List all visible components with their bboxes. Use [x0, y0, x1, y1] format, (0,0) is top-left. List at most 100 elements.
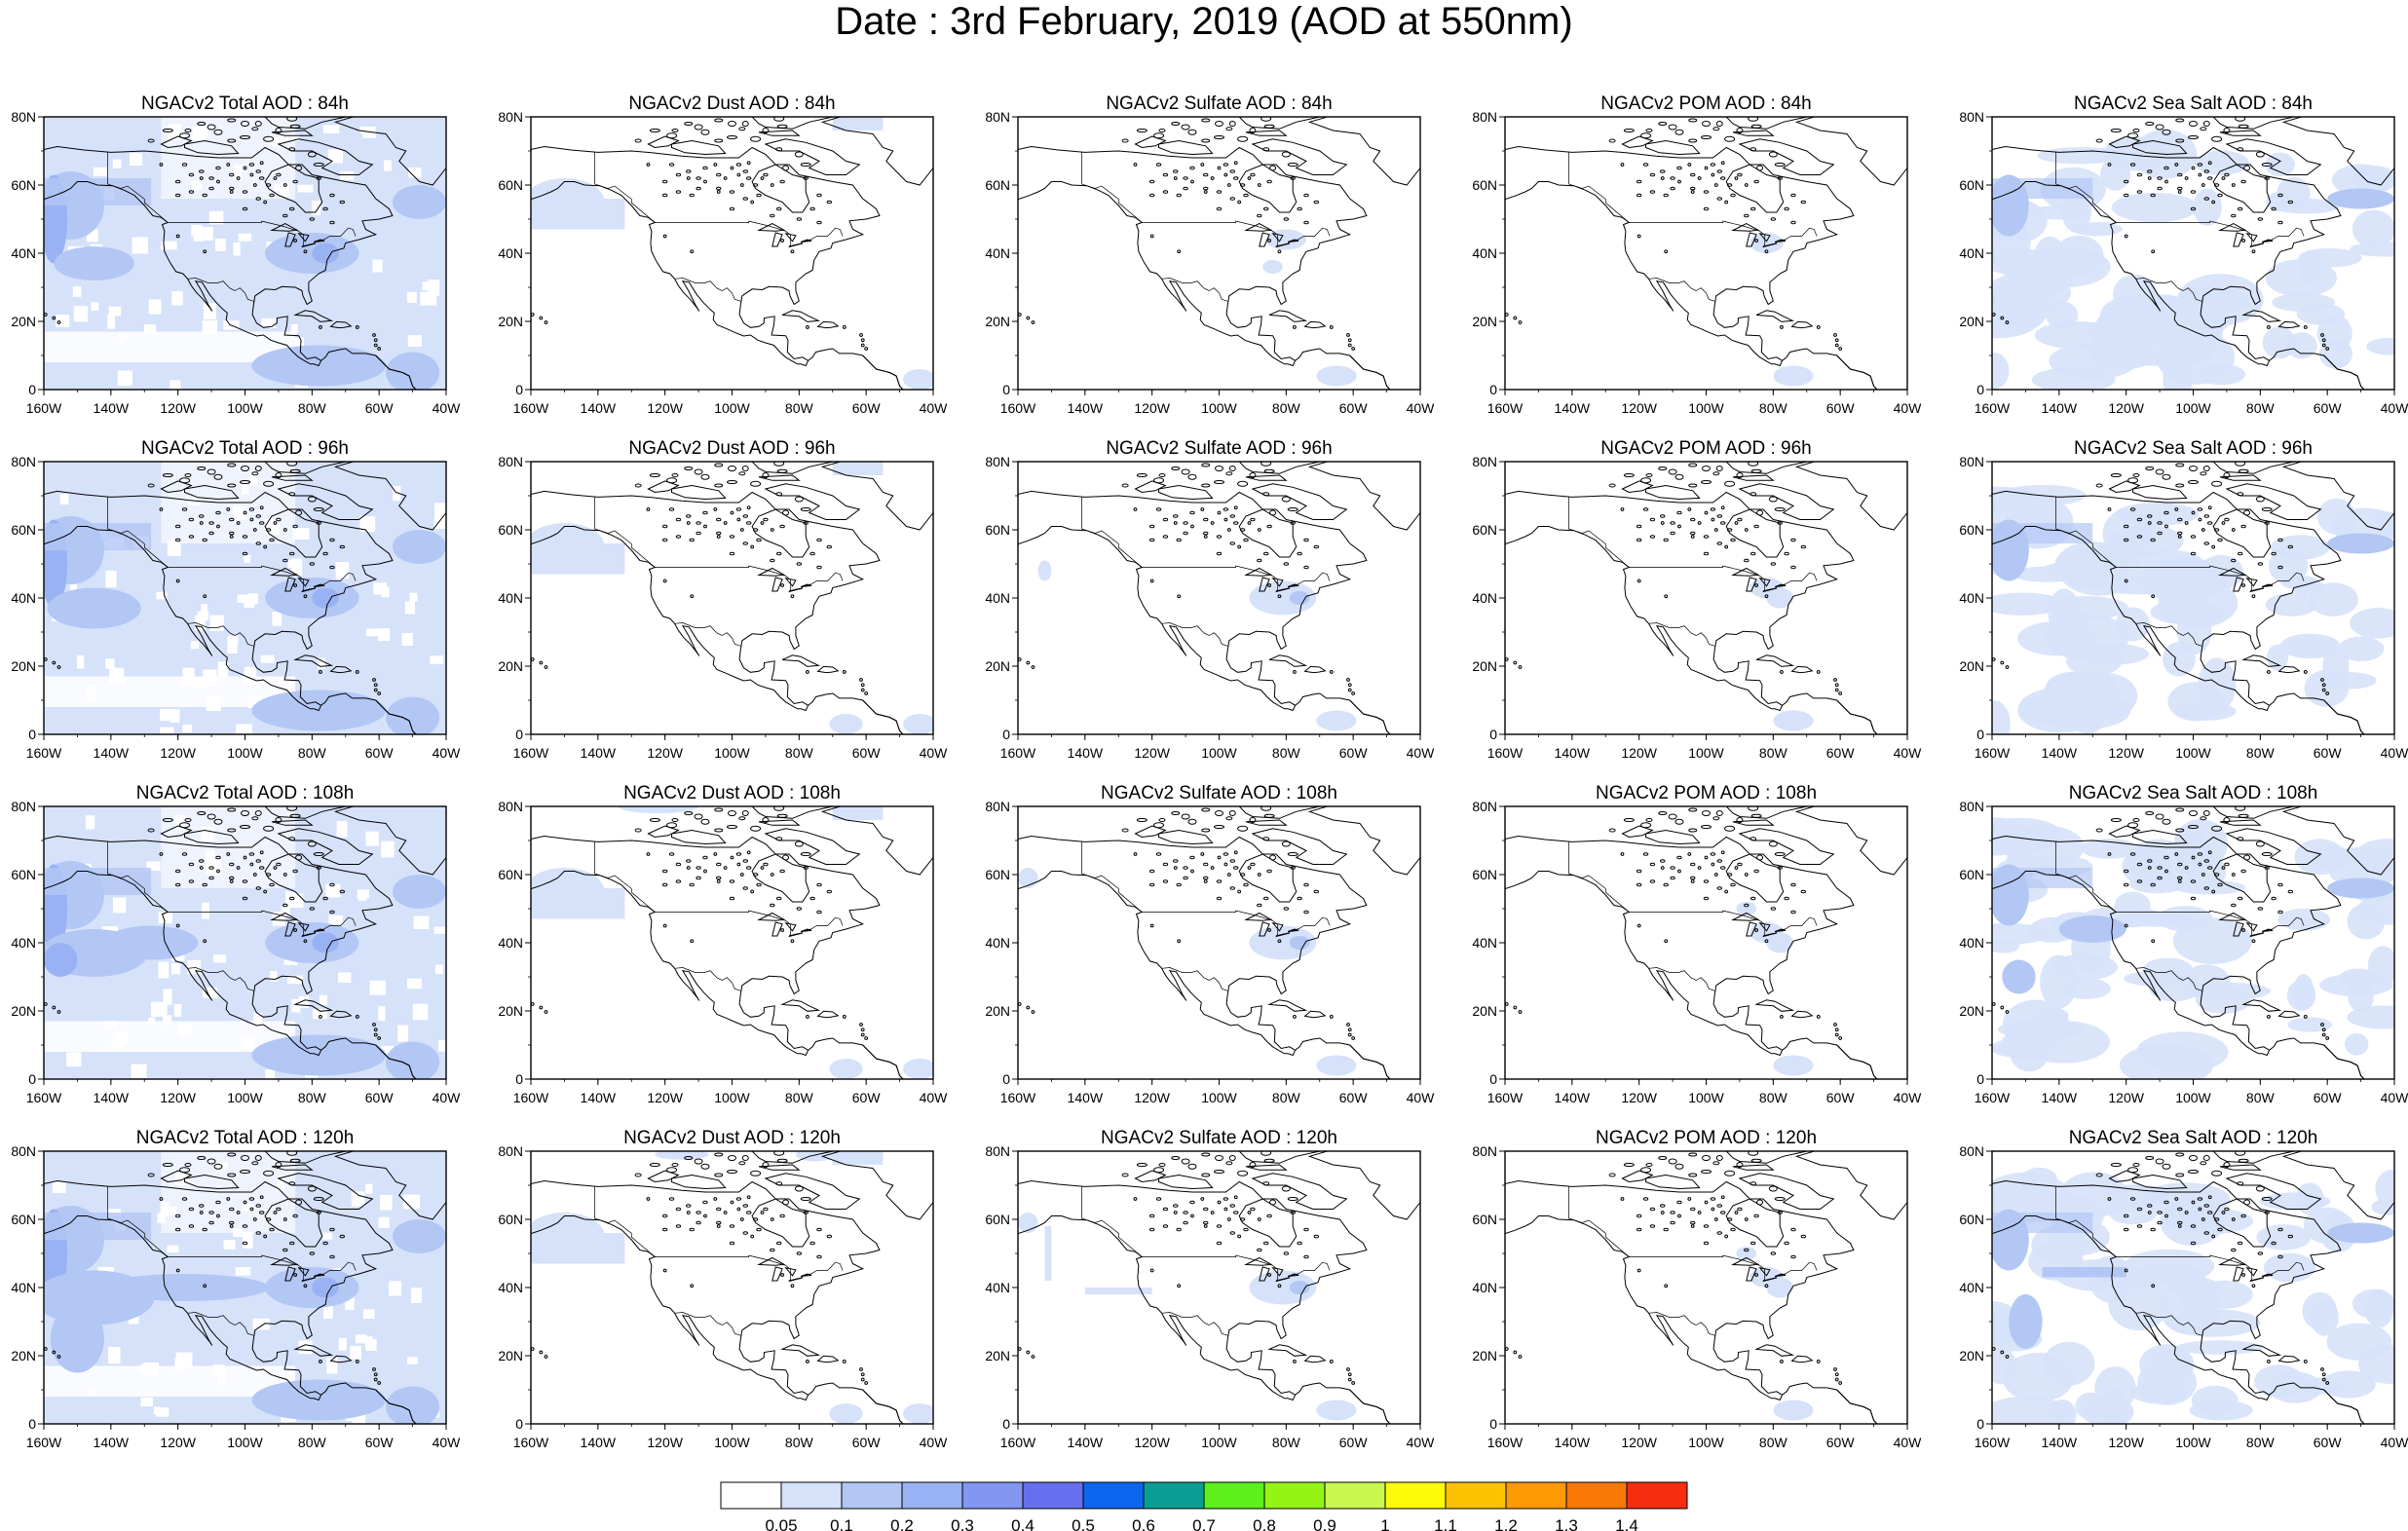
island-outline	[1031, 665, 1035, 669]
lake-outline	[1636, 869, 1642, 874]
arctic-island-outline	[727, 480, 737, 484]
lake-outline	[208, 876, 214, 880]
arctic-island-outline	[700, 1163, 710, 1170]
lon-label: 60W	[1339, 1090, 1369, 1105]
lake-outline	[2157, 1211, 2163, 1214]
hispaniola-outline	[2277, 1355, 2301, 1363]
arctic-island-outline	[1201, 1173, 1211, 1177]
arctic-island-outline	[1228, 121, 1236, 127]
aod-patch	[322, 125, 340, 133]
island-outline	[1687, 852, 1692, 856]
arctic-island-outline	[288, 147, 296, 152]
lon-label: 160W	[513, 1435, 549, 1450]
lake-outline	[809, 1241, 815, 1246]
aod-patch	[327, 149, 344, 164]
aod-patch	[2193, 188, 2222, 226]
arctic-island-outline	[227, 807, 237, 812]
arctic-island-outline	[1674, 1163, 1684, 1170]
lat-label: 40N	[1472, 590, 1497, 606]
island-outline	[1834, 1032, 1839, 1037]
island-outline	[199, 1211, 204, 1214]
coastline-south-america	[2323, 1044, 2371, 1079]
lake-outline	[1649, 879, 1656, 883]
lat-label: 80N	[11, 799, 36, 814]
lake-outline	[1703, 535, 1710, 539]
lake-outline	[2177, 1207, 2183, 1212]
arctic-island-outline	[2175, 828, 2185, 833]
us-mexico-border	[2135, 967, 2202, 991]
lon-label: 40W	[2381, 1435, 2408, 1450]
cuba-outline	[293, 1344, 334, 1357]
lake-outline	[742, 886, 748, 890]
lake-outline	[1303, 910, 1309, 915]
island-outline	[159, 163, 164, 167]
lake-outline	[702, 510, 708, 515]
lake-outline	[2150, 882, 2156, 887]
island-outline	[229, 190, 234, 194]
lake-outline	[1720, 176, 1726, 180]
island-outline	[2005, 1355, 2010, 1359]
coastlines	[1505, 117, 1907, 390]
victoria-island-outline	[1158, 1174, 1214, 1190]
lat-label: 60N	[1959, 177, 1984, 193]
aod-patch	[146, 861, 161, 871]
arctic-island-outline	[1768, 840, 1778, 847]
lon-label: 140W	[581, 1435, 617, 1450]
island-outline	[859, 1023, 863, 1027]
lon-label: 140W	[94, 1435, 130, 1450]
arctic-island-outline	[2235, 462, 2246, 467]
arctic-island-outline	[1158, 1163, 1166, 1167]
arctic-island-outline	[254, 466, 262, 471]
lake-outline	[2277, 1254, 2283, 1259]
island-outline	[2177, 190, 2182, 194]
island-outline	[860, 1372, 865, 1377]
arctic-island-outline	[275, 1162, 282, 1168]
aod-patch	[1316, 1055, 1357, 1076]
island-outline	[2251, 249, 2256, 254]
island-outline	[1026, 1350, 1031, 1355]
aod-patch	[2288, 637, 2336, 656]
arctic-island-outline	[1281, 151, 1291, 158]
lake-outline	[2213, 528, 2220, 532]
lat-label: 20N	[11, 314, 36, 329]
island-outline	[842, 1360, 847, 1363]
island-outline	[1293, 670, 1297, 674]
us-mexico-border	[2135, 622, 2202, 647]
lake-outline	[2190, 535, 2197, 539]
aod-patch	[2196, 986, 2251, 1014]
island-outline	[1351, 691, 1356, 695]
arctic-island-outline	[2202, 466, 2210, 471]
map-background	[531, 117, 933, 390]
aod-patch	[212, 954, 227, 963]
hispaniola-outline	[816, 1010, 840, 1019]
lake-outline	[1636, 524, 1642, 529]
colorbar-label: 0.3	[951, 1516, 974, 1531]
lake-outline	[1303, 1254, 1309, 1259]
island-outline	[2320, 333, 2324, 337]
lake-outline	[1148, 193, 1155, 198]
arctic-island-outline	[649, 1163, 660, 1167]
lon-label: 80W	[1759, 400, 1788, 416]
lake-outline	[2287, 889, 2294, 894]
arctic-island-outline	[671, 818, 679, 822]
arctic-island-outline	[1201, 828, 1211, 833]
lake-outline	[2147, 169, 2153, 173]
aod-patch	[406, 1357, 418, 1364]
island-outline	[2321, 343, 2326, 348]
aod-patch	[2256, 1224, 2312, 1251]
lake-outline	[1183, 521, 1188, 525]
island-outline	[1226, 183, 1231, 187]
lake-outline	[288, 896, 295, 901]
aod-patch	[295, 337, 305, 347]
arctic-island-outline	[1608, 483, 1616, 488]
lake-outline	[696, 1220, 701, 1225]
island-outline	[1351, 347, 1356, 351]
aod-patch	[156, 591, 168, 600]
banks-island-outline	[160, 135, 193, 149]
arctic-island-outline	[213, 473, 223, 480]
lake-outline	[816, 193, 822, 198]
arctic-island-outline	[2162, 129, 2171, 135]
aod-patch	[2197, 1280, 2253, 1309]
lake-outline	[1229, 886, 1235, 890]
